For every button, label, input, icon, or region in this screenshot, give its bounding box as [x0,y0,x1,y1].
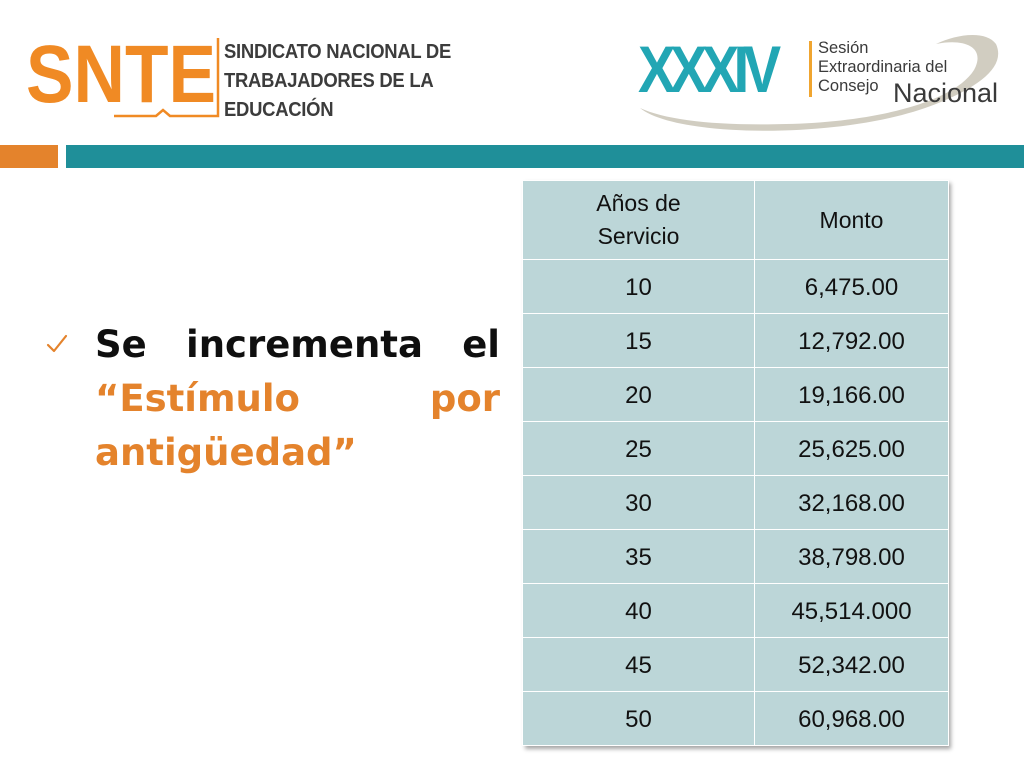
snte-name-line-2: TRABAJADORES DE LA [224,69,434,92]
table-row: 35 38,798.00 [522,529,949,584]
cell-years: 50 [522,691,755,746]
cell-amount: 12,792.00 [754,313,949,368]
cell-years: 20 [522,367,755,422]
cell-amount: 32,168.00 [754,475,949,530]
cell-years: 40 [522,583,755,638]
session-number: XXXIV [638,32,781,106]
bullet-highlight-text: “Estímulo por antigüedad” [95,377,500,474]
session-title: Sesión Extraordinaria del Consejo [818,39,947,96]
session-logo-swoosh [640,34,999,131]
cell-amount: 6,475.00 [754,259,949,314]
table-row: 10 6,475.00 [522,259,949,314]
session-title-line-1: Sesión [818,39,869,57]
seniority-table-grid: Años de Servicio Monto 10 6,475.00 15 12… [522,180,949,746]
snte-name-line-1: SINDICATO NACIONAL DE [224,40,452,63]
session-title-line-3: Consejo [818,77,879,95]
cell-amount: 60,968.00 [754,691,949,746]
snte-logo-mark: SNTE [26,30,222,122]
table-row: 45 52,342.00 [522,637,949,692]
header-stripe-orange [0,145,58,168]
session-title-nacional: Nacional [893,78,999,108]
snte-name-line-3: EDUCACIÓN [224,98,334,121]
cell-years: 15 [522,313,755,368]
table-row: 20 19,166.00 [522,367,949,422]
cell-amount: 52,342.00 [754,637,949,692]
header-years: Años de Servicio [522,180,755,260]
cell-years: 35 [522,529,755,584]
session-logo: XXXIV Sesión Extraordinaria del Consejo … [636,30,1012,134]
header-stripe-teal [66,145,1024,168]
table-row: 25 25,625.00 [522,421,949,476]
snte-mark-text: SNTE [26,30,216,120]
table-row: 30 32,168.00 [522,475,949,530]
session-divider [809,41,812,97]
bullet-text: Se incrementa el “Estímulo por antigüeda… [95,318,500,480]
cell-amount: 25,625.00 [754,421,949,476]
session-title-line-2: Extraordinaria del [818,58,948,76]
cell-years: 45 [522,637,755,692]
table-row: 40 45,514.000 [522,583,949,638]
snte-logo: SNTE SINDICATO NACIONAL DE TRABAJADORES … [26,30,496,130]
check-icon [46,334,68,353]
cell-years: 30 [522,475,755,530]
header-amount: Monto [754,180,949,260]
seniority-table: Años de Servicio Monto 10 6,475.00 15 12… [522,180,949,746]
table-header-row: Años de Servicio Monto [522,180,949,260]
bullet-plain-text: Se incrementa el [95,323,500,366]
cell-years: 25 [522,421,755,476]
table-row: 15 12,792.00 [522,313,949,368]
cell-amount: 19,166.00 [754,367,949,422]
cell-amount: 45,514.000 [754,583,949,638]
snte-name: SINDICATO NACIONAL DE TRABAJADORES DE LA… [224,37,451,124]
table-row: 50 60,968.00 [522,691,949,746]
cell-years: 10 [522,259,755,314]
cell-amount: 38,798.00 [754,529,949,584]
